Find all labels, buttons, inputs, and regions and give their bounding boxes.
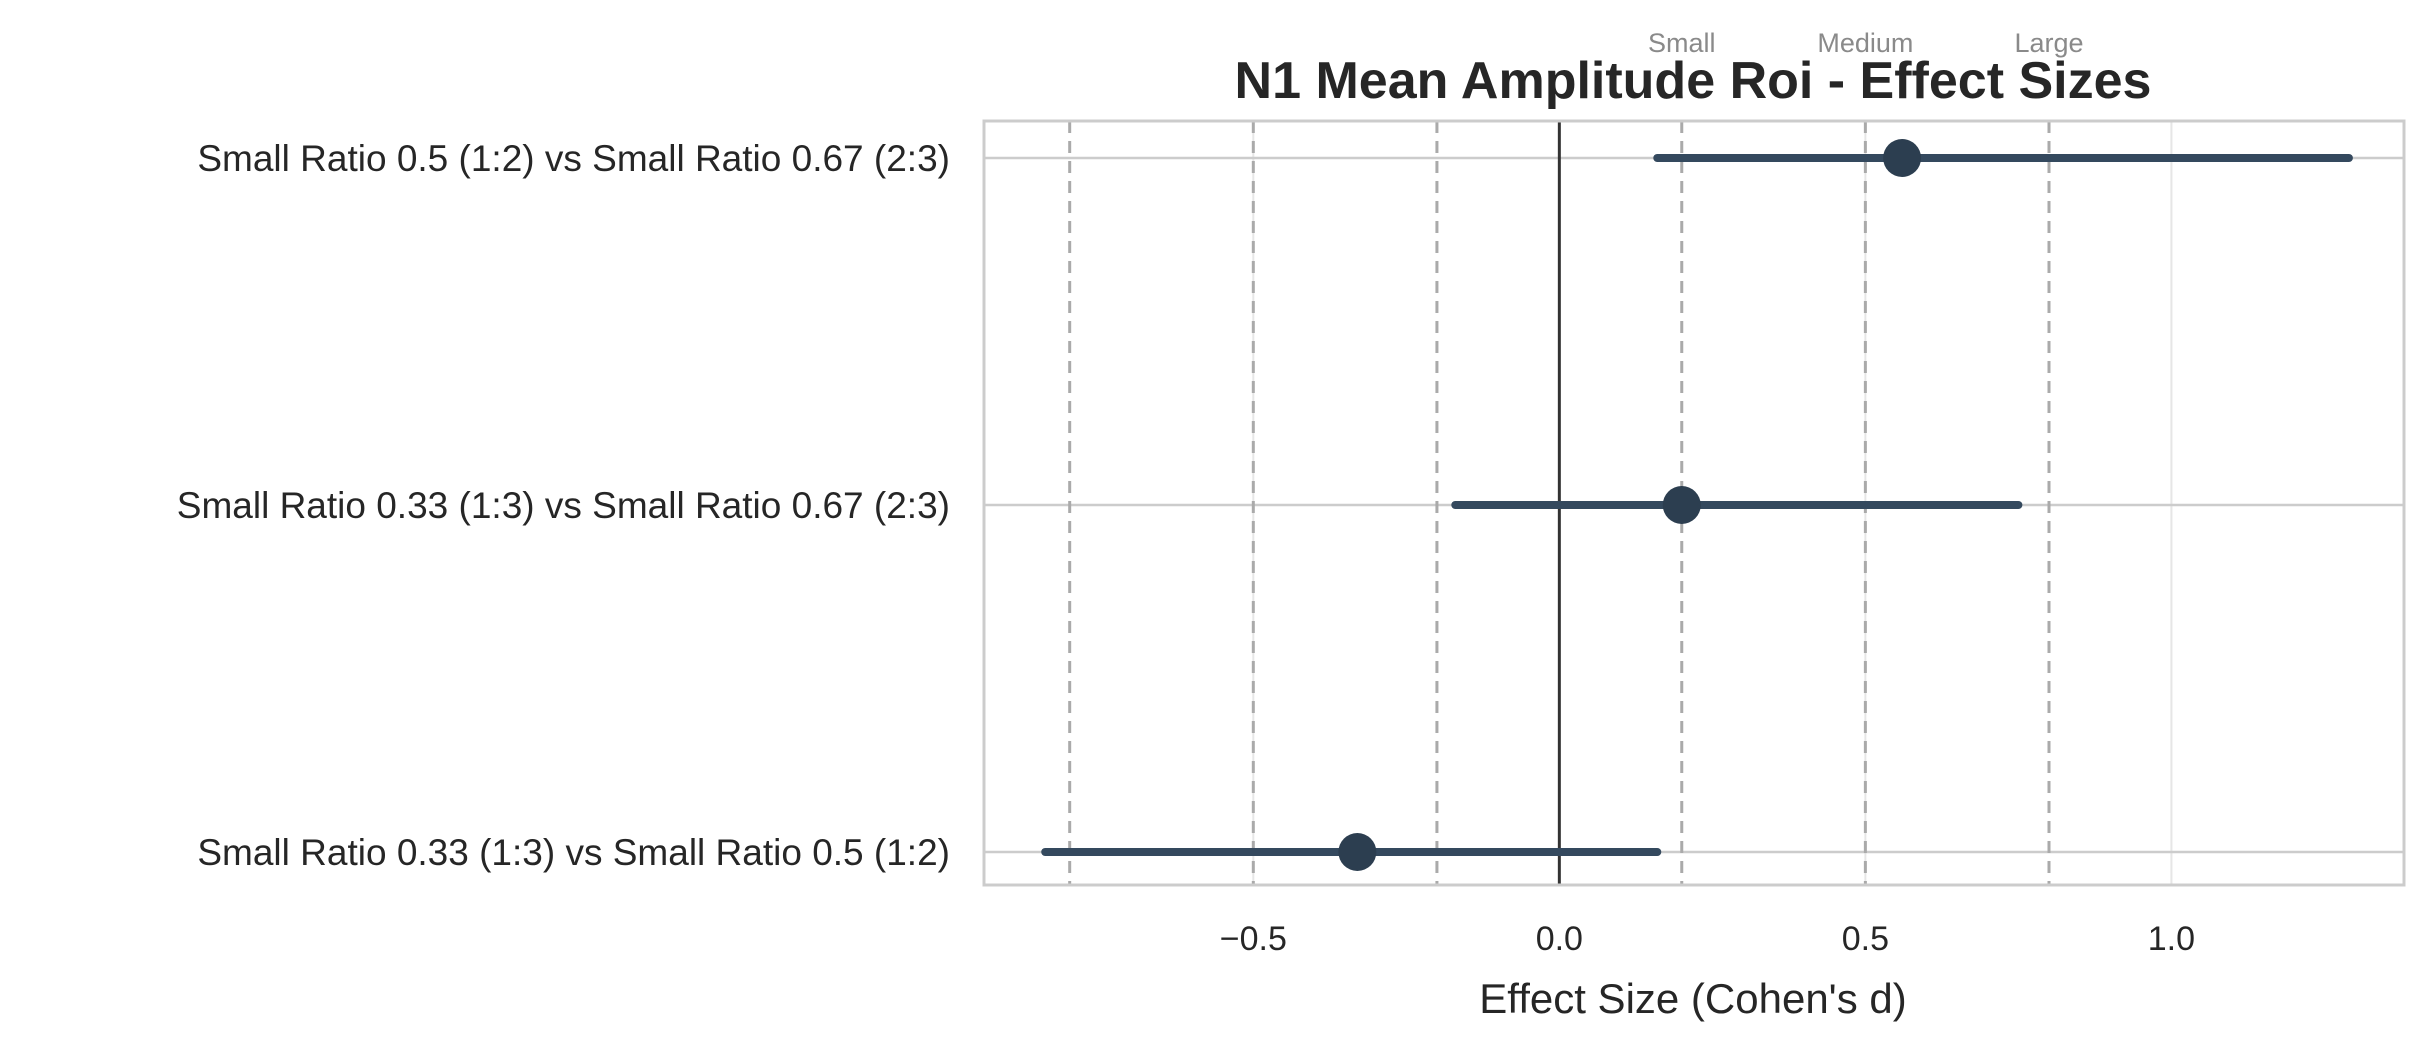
plot-frame: [982, 119, 2406, 887]
reference-label-medium: Medium: [1817, 28, 1913, 58]
reference-label-large: Large: [2014, 28, 2083, 58]
x-tick-label-1: 0.0: [1536, 920, 1583, 958]
x-axis-title: Effect Size (Cohen's d): [1479, 975, 1906, 1022]
comparison-label-0: Small Ratio 0.5 (1:2) vs Small Ratio 0.6…: [197, 138, 950, 179]
effect-points: [1338, 139, 1922, 871]
x-axis-ticks: −0.5 0.0 0.5 1.0: [1220, 920, 2195, 958]
effect-point-2: [1338, 833, 1377, 871]
reference-label-small: Small: [1648, 28, 1716, 58]
comparison-label-2: Small Ratio 0.33 (1:3) vs Small Ratio 0.…: [197, 832, 950, 873]
x-tick-label-2: 0.5: [1842, 920, 1889, 958]
effect-point-1: [1662, 486, 1701, 524]
y-axis-labels: Small Ratio 0.5 (1:2) vs Small Ratio 0.6…: [177, 138, 950, 873]
chart-title: N1 Mean Amplitude Roi - Effect Sizes: [1235, 52, 2152, 110]
reference-labels: Small Medium Large: [1648, 28, 2084, 58]
x-tick-label-0: −0.5: [1220, 920, 1287, 958]
effect-point-0: [1883, 139, 1922, 177]
comparison-label-1: Small Ratio 0.33 (1:3) vs Small Ratio 0.…: [177, 485, 950, 526]
x-tick-label-3: 1.0: [2148, 920, 2195, 958]
